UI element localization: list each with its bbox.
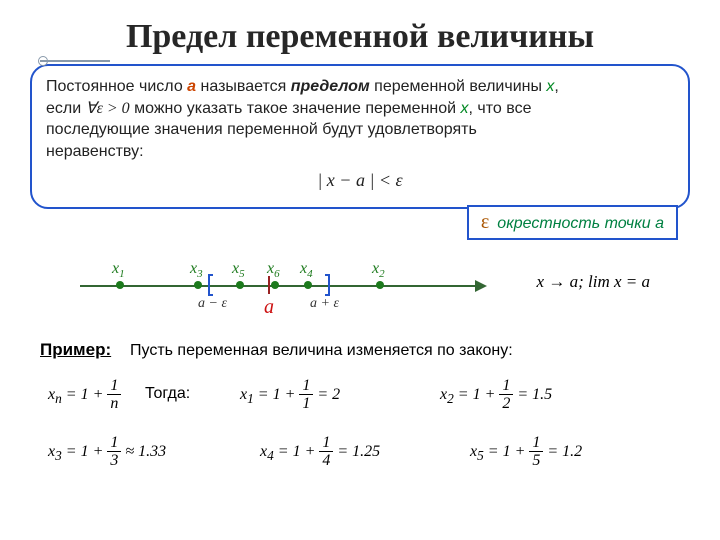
label-x1: x1 <box>112 260 125 280</box>
formula-xn: xn = 1 + 1n <box>48 378 121 413</box>
a-minus-eps: a − ε <box>198 296 227 312</box>
example-intro: Пусть переменная величина изменяется по … <box>130 342 513 360</box>
slide-title: Предел переменной величины <box>30 18 690 56</box>
label-x2: x2 <box>372 260 385 280</box>
point-x2 <box>376 281 384 289</box>
def-x2: x <box>461 100 469 117</box>
definition-box: Постоянное число a называется пределом п… <box>30 64 690 209</box>
formula-x1: x1 = 1 + 11 = 2 <box>240 378 340 413</box>
label-x4: x4 <box>300 260 313 280</box>
bracket-right <box>328 274 330 296</box>
eps-text: окрестность точки a <box>497 215 664 232</box>
epsilon-neighborhood-box: ε окрестность точки a <box>467 205 678 240</box>
def-t4: если <box>46 100 86 117</box>
def-l3: последующие значения переменной будут уд… <box>46 119 674 141</box>
point-x1 <box>116 281 124 289</box>
formula-x3: x3 = 1 + 13 ≈ 1.33 <box>48 435 166 470</box>
axis-line <box>80 285 480 287</box>
def-limit-word: пределом <box>291 78 370 95</box>
def-l4: неравенству: <box>46 141 674 163</box>
a-label: a <box>264 296 274 319</box>
title-decor-line <box>40 60 110 62</box>
def-t2: называется <box>196 78 291 95</box>
formula-x2: x2 = 1 + 12 = 1.5 <box>440 378 552 413</box>
def-a: a <box>187 78 196 95</box>
eps-symbol: ε <box>481 211 489 233</box>
def-t5: можно указать такое значение переменной <box>130 100 461 117</box>
a-plus-eps: a + ε <box>310 296 339 312</box>
label-x5: x5 <box>232 260 245 280</box>
bracket-left <box>208 274 210 296</box>
limit-formula: x → a; lim x = a <box>537 272 650 292</box>
number-line-diagram: aa − εa + εx1x3x5x6x4x2 x → a; lim x = a <box>80 250 640 320</box>
formula-x5: x5 = 1 + 15 = 1.2 <box>470 435 582 470</box>
togda-label: Тогда: <box>145 385 190 403</box>
label-x6: x6 <box>267 260 280 280</box>
point-x4 <box>304 281 312 289</box>
forall-eps: ∀ε > 0 <box>86 100 130 117</box>
def-t1: Постоянное число <box>46 78 187 95</box>
def-t3b: , <box>554 78 558 95</box>
formula-x4: x4 = 1 + 14 = 1.25 <box>260 435 380 470</box>
point-x6 <box>271 281 279 289</box>
point-x3 <box>194 281 202 289</box>
def-t6: , что все <box>469 100 532 117</box>
point-x5 <box>236 281 244 289</box>
axis-arrow-icon <box>475 280 487 292</box>
label-x3: x3 <box>190 260 203 280</box>
def-t3: переменной величины <box>370 78 547 95</box>
inequality: | x − a | < ε <box>46 168 674 192</box>
example-heading: Пример: <box>40 340 111 360</box>
